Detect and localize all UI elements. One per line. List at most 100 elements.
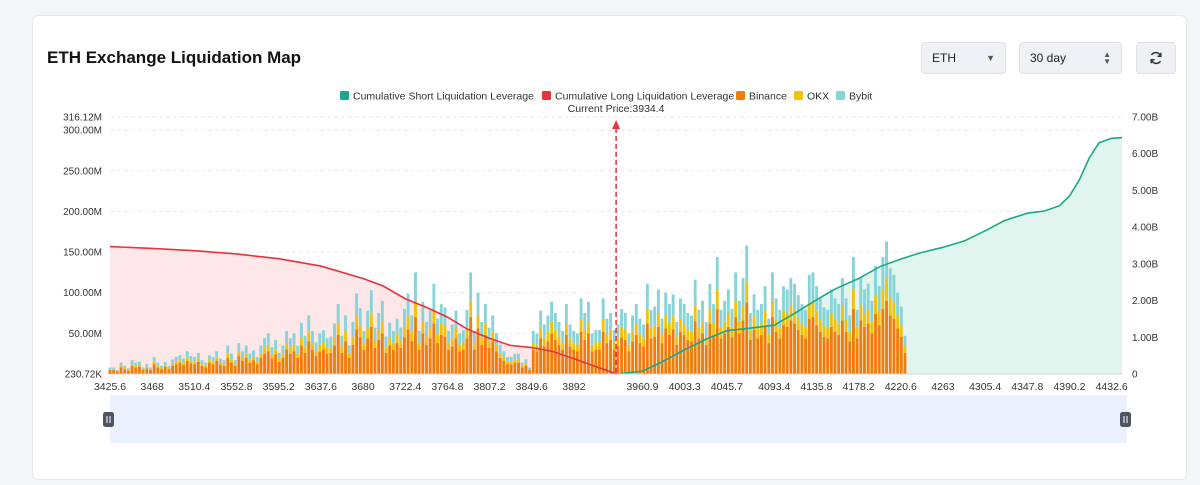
okx-bar bbox=[414, 300, 417, 318]
binance-bar bbox=[391, 349, 395, 374]
left-axis-tick: 316.12M bbox=[63, 113, 102, 124]
bybit-bar bbox=[734, 272, 738, 301]
binance-bar bbox=[756, 338, 760, 374]
bybit-bar bbox=[425, 321, 428, 337]
binance-bar bbox=[406, 329, 410, 374]
okx-bar bbox=[715, 289, 719, 309]
okx-bar bbox=[896, 315, 900, 329]
left-axis-tick: 50.00M bbox=[69, 329, 102, 340]
binance-bar bbox=[767, 343, 771, 374]
binance-bar bbox=[826, 338, 830, 374]
okx-bar bbox=[174, 361, 178, 365]
binance-bar bbox=[480, 344, 484, 374]
bybit-bar bbox=[697, 309, 701, 328]
okx-bar bbox=[840, 304, 844, 321]
range-slider-left-handle[interactable] bbox=[103, 412, 114, 427]
binance-bar bbox=[399, 347, 403, 374]
coin-select[interactable]: ETH ▼ bbox=[921, 42, 1006, 74]
bybit-bar bbox=[292, 333, 296, 345]
okx-bar bbox=[421, 321, 425, 334]
okx-bar bbox=[785, 313, 789, 327]
binance-bar bbox=[583, 339, 587, 374]
binance-bar bbox=[436, 343, 439, 374]
okx-bar bbox=[112, 369, 116, 370]
binance-bar bbox=[425, 344, 428, 374]
bybit-bar bbox=[822, 307, 826, 327]
bybit-bar bbox=[693, 279, 697, 306]
okx-bar bbox=[851, 289, 855, 309]
period-select[interactable]: 30 day ▲ ▼ bbox=[1019, 42, 1122, 74]
binance-bar bbox=[141, 369, 145, 374]
okx-bar bbox=[119, 365, 123, 368]
okx-bar bbox=[336, 323, 340, 335]
binance-bar bbox=[667, 334, 671, 374]
binance-bar bbox=[380, 333, 384, 374]
binance-bar bbox=[855, 338, 859, 374]
bybit-bar bbox=[233, 360, 237, 365]
binance-bar bbox=[885, 300, 888, 374]
binance-bar bbox=[230, 362, 233, 374]
bybit-bar bbox=[255, 356, 259, 362]
binance-bar bbox=[712, 334, 716, 374]
bybit-bar bbox=[723, 300, 727, 322]
binance-bar bbox=[656, 326, 660, 374]
okx-bar bbox=[377, 330, 381, 340]
okx-bar bbox=[844, 319, 848, 332]
x-axis-tick: 3892 bbox=[562, 381, 586, 393]
refresh-icon bbox=[1150, 51, 1162, 65]
right-axis-tick: 3.00B bbox=[1132, 259, 1158, 270]
legend-swatch bbox=[794, 91, 803, 100]
binance-bar bbox=[660, 343, 664, 374]
binance-bar bbox=[207, 362, 211, 374]
bybit-bar bbox=[826, 309, 830, 328]
okx-bar bbox=[807, 302, 811, 319]
bybit-bar bbox=[542, 324, 546, 339]
okx-bar bbox=[252, 356, 255, 361]
binance-bar bbox=[741, 320, 745, 374]
okx-bar bbox=[528, 369, 531, 370]
binance-bar bbox=[877, 325, 881, 374]
binance-bar bbox=[686, 339, 690, 374]
bybit-bar bbox=[134, 362, 138, 366]
okx-bar bbox=[241, 357, 244, 361]
binance-bar bbox=[402, 337, 406, 374]
x-axis-tick: 4045.7 bbox=[711, 381, 743, 393]
bybit-bar bbox=[704, 321, 708, 337]
okx-bar bbox=[373, 340, 377, 348]
okx-bar bbox=[513, 359, 517, 363]
legend-label: OKX bbox=[807, 91, 829, 103]
okx-bar bbox=[509, 361, 513, 365]
range-slider-right-handle[interactable] bbox=[1120, 412, 1131, 427]
okx-bar bbox=[561, 343, 565, 350]
binance-bar bbox=[281, 357, 285, 374]
binance-bar bbox=[888, 315, 892, 374]
binance-bar bbox=[252, 360, 255, 374]
bybit-bar bbox=[601, 298, 605, 320]
legend-swatch bbox=[340, 91, 349, 100]
okx-bar bbox=[759, 323, 763, 335]
range-slider[interactable] bbox=[103, 395, 1131, 443]
bybit-bar bbox=[149, 367, 152, 370]
bybit-bar bbox=[274, 339, 278, 350]
bybit-bar bbox=[119, 362, 123, 366]
binance-bar bbox=[605, 343, 609, 374]
okx-bar bbox=[443, 326, 447, 337]
bybit-bar bbox=[531, 330, 535, 344]
binance-bar bbox=[244, 357, 248, 374]
okx-bar bbox=[425, 336, 428, 345]
refresh-button[interactable] bbox=[1136, 42, 1176, 74]
binance-bar bbox=[388, 345, 392, 374]
binance-bar bbox=[274, 354, 278, 374]
bybit-bar bbox=[436, 318, 439, 335]
x-axis-tick: 4305.4 bbox=[969, 381, 1001, 393]
okx-bar bbox=[881, 289, 885, 309]
bybit-bar bbox=[502, 351, 506, 358]
okx-bar bbox=[723, 321, 727, 334]
right-axis-tick: 6.00B bbox=[1132, 149, 1158, 160]
bybit-bar bbox=[156, 362, 160, 366]
okx-bar bbox=[645, 308, 649, 324]
okx-bar bbox=[491, 331, 495, 342]
okx-bar bbox=[679, 319, 682, 332]
binance-bar bbox=[697, 338, 701, 374]
